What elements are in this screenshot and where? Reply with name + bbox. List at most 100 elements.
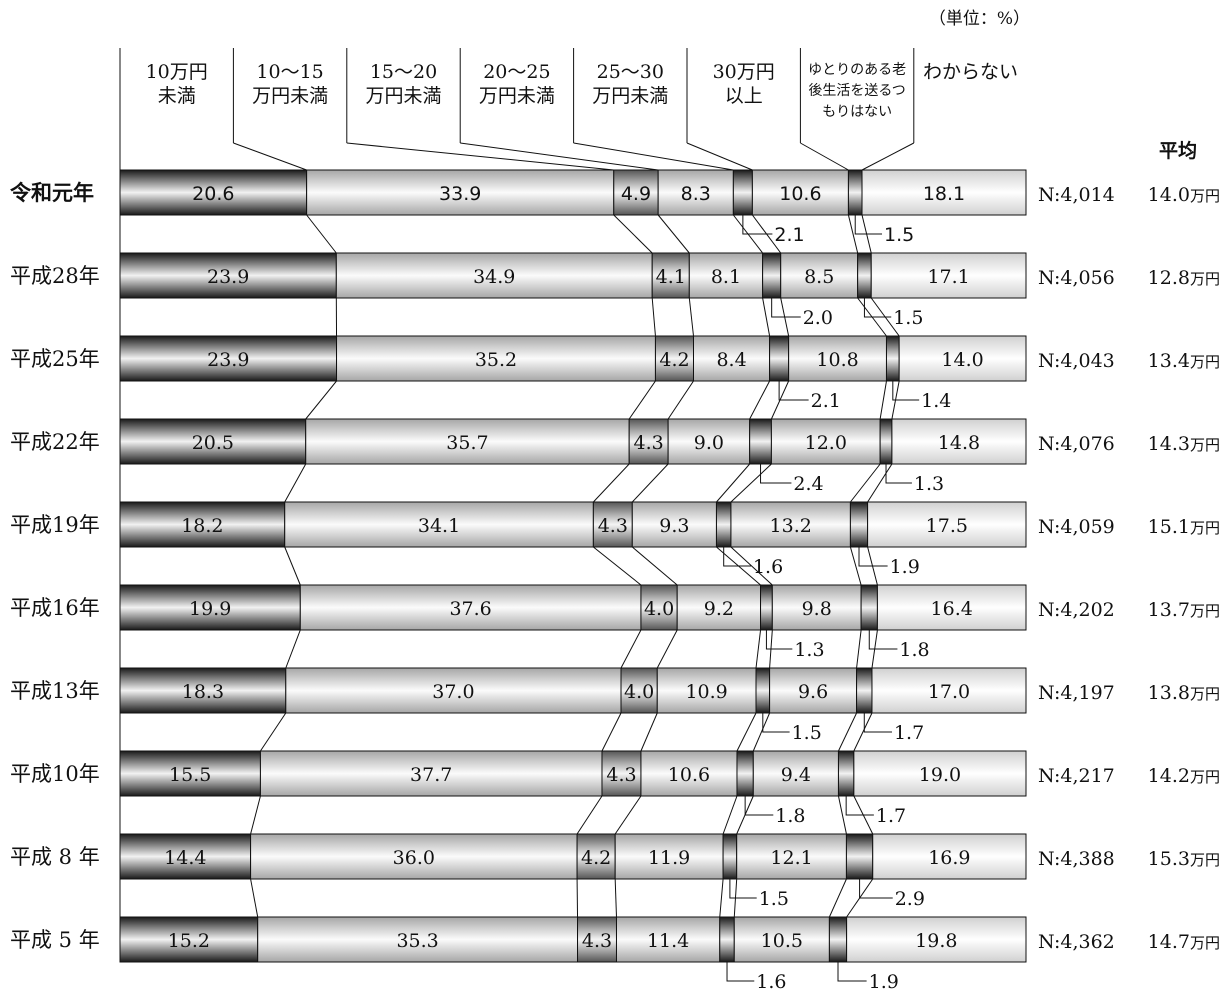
boundary-connector: [620, 629, 642, 669]
boundary-connector: [284, 463, 307, 503]
bar-value-label: 4.2: [581, 847, 611, 869]
bar-value-label: 4.3: [582, 930, 612, 952]
bar-segment: [250, 833, 578, 880]
bar-value-label: 18.1: [923, 183, 965, 205]
unit-label: （単位：%）: [929, 9, 1030, 29]
bar-segment: [870, 252, 1027, 299]
bar-value-label: 4.3: [598, 515, 628, 537]
row-label: 平成13年: [10, 679, 100, 703]
bar-segment: [837, 750, 855, 797]
boundary-connector: [856, 629, 862, 669]
boundary-connector: [250, 795, 261, 835]
boundary-connector: [733, 878, 738, 918]
bar-value-label: 19.0: [919, 764, 961, 786]
bar-segment: [732, 169, 753, 216]
boundary-connector: [762, 297, 771, 337]
bar-value-label: 9.8: [802, 598, 832, 620]
bar-segment: [667, 418, 751, 465]
category-header-label: 以上: [725, 85, 763, 107]
bar-value-label: 19.8: [915, 930, 957, 952]
bar-segment: [119, 169, 308, 216]
bar-value-label: 1.3: [794, 639, 824, 661]
small-value-leader: [868, 630, 898, 650]
bar-segment: [657, 169, 734, 216]
bar-segment: [867, 501, 1027, 548]
bar-value-label: 1.6: [756, 971, 786, 993]
bar-segment: [119, 750, 261, 797]
boundary-connector: [732, 214, 764, 254]
bar-value-label: 35.7: [446, 432, 488, 454]
bar-value-label: 1.9: [890, 556, 920, 578]
bar-segment: [299, 584, 642, 631]
bar-segment: [285, 667, 622, 714]
boundary-connector: [719, 878, 724, 918]
bar-segment: [613, 169, 659, 216]
bar-segment: [770, 418, 881, 465]
boundary-connector: [285, 629, 301, 669]
bar-segment: [879, 418, 893, 465]
bar-segment: [576, 833, 616, 880]
boundary-connector: [736, 712, 757, 752]
row-n: N:4,388: [1038, 848, 1115, 870]
bar-value-label: 35.2: [475, 349, 517, 371]
boundary-connector: [853, 712, 873, 752]
bar-segment: [751, 169, 849, 216]
bar-segment: [651, 252, 690, 299]
bar-value-label: 17.5: [926, 515, 968, 537]
boundary-connector: [752, 712, 771, 752]
bar-value-label: 33.9: [439, 183, 481, 205]
bar-value-label: 4.9: [621, 183, 651, 205]
bar-value-label: 1.7: [876, 805, 906, 827]
bar-segment: [856, 667, 873, 714]
bar-value-label: 34.9: [473, 266, 515, 288]
bar-value-label: 16.4: [931, 598, 973, 620]
boundary-connector: [769, 629, 773, 669]
category-header-label: 万円未満: [592, 85, 668, 107]
boundary-connector: [867, 546, 878, 586]
bar-segment: [284, 501, 594, 548]
bar-value-label: 18.3: [182, 681, 224, 703]
bar-value-label: 1.8: [899, 639, 929, 661]
small-value-leader: [837, 962, 867, 982]
bar-segment: [898, 335, 1027, 382]
boundary-connector: [755, 629, 762, 669]
boundary-connector: [736, 795, 754, 835]
category-header-label: もりはない: [822, 104, 892, 120]
boundary-connector: [749, 380, 771, 420]
small-value-leader: [742, 215, 773, 235]
category-header-label: 万円未満: [479, 85, 555, 107]
header-connector: [686, 142, 753, 171]
boundary-connector: [867, 463, 893, 503]
bar-segment: [885, 335, 900, 382]
bar-value-label: 35.3: [396, 930, 438, 952]
small-value-leader: [778, 381, 809, 401]
bar-value-label: 10.6: [779, 183, 821, 205]
bar-segment: [736, 750, 754, 797]
bar-segment: [845, 833, 874, 880]
bar-value-label: 8.5: [804, 266, 834, 288]
bar-value-label: 17.0: [928, 681, 970, 703]
category-header-label: 未満: [158, 85, 196, 107]
boundary-connector: [870, 297, 900, 337]
boundary-connector: [667, 380, 694, 420]
row-n: N:4,197: [1038, 682, 1115, 704]
boundary-connector: [614, 878, 617, 918]
bar-segment: [857, 252, 872, 299]
small-value-leader: [892, 381, 920, 401]
category-header-label: 20〜25: [483, 61, 550, 83]
bar-segment: [749, 418, 772, 465]
boundary-connector: [250, 878, 259, 918]
row-n: N:4,056: [1038, 267, 1115, 289]
row-average: 13.4万円: [1148, 350, 1220, 372]
boundary-connector: [305, 380, 337, 420]
bar-value-label: 36.0: [393, 847, 435, 869]
boundary-connector: [853, 795, 874, 835]
category-header-label: 10万円: [146, 61, 208, 83]
row-average: 14.3万円: [1148, 433, 1220, 455]
small-value-leader: [760, 464, 792, 484]
bar-value-label: 2.0: [803, 307, 833, 329]
bar-value-label: 4.2: [659, 349, 689, 371]
boundary-connector: [849, 546, 862, 586]
bar-segment: [755, 667, 771, 714]
boundary-connector: [846, 878, 874, 918]
